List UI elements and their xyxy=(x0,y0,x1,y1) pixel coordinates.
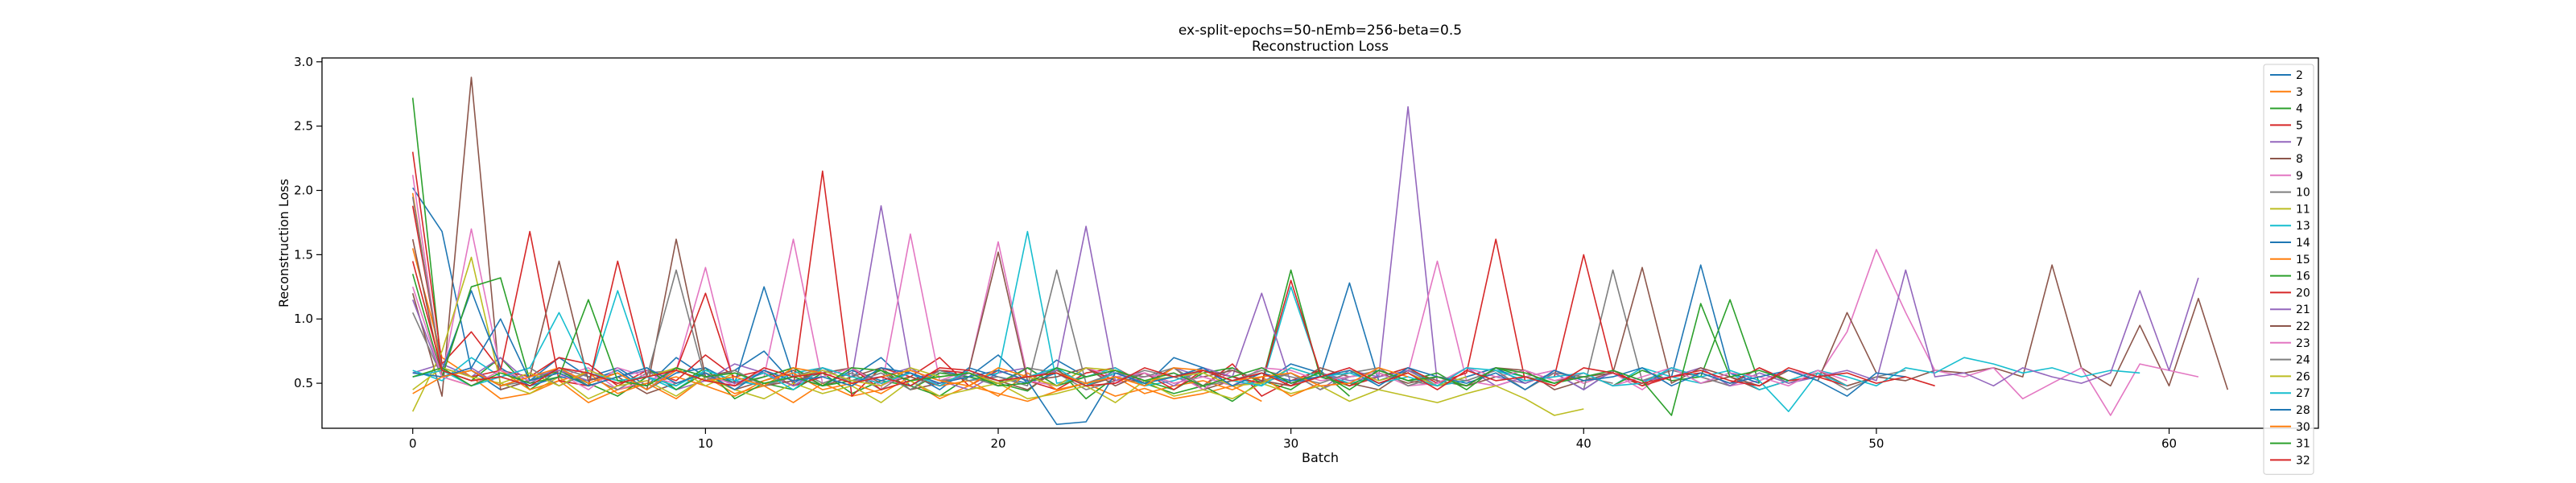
legend-label-28: 28 xyxy=(2296,404,2310,417)
series-line-4 xyxy=(411,97,1350,402)
series-line-32 xyxy=(411,261,1935,390)
x-axis: 0 10 20 30 40 50 60 xyxy=(409,428,2177,451)
series-line-7 xyxy=(412,105,1584,390)
y-tick-label: 1.0 xyxy=(294,312,313,326)
legend-label-5: 5 xyxy=(2296,119,2303,132)
legend-label-32: 32 xyxy=(2296,454,2310,467)
series-line-5 xyxy=(411,151,1321,397)
legend-label-11: 11 xyxy=(2296,203,2310,216)
legend: 2345789101113141516202122232426272830313… xyxy=(2263,64,2314,475)
y-tick-label: 1.5 xyxy=(294,247,313,262)
legend-label-14: 14 xyxy=(2296,237,2310,250)
legend-label-3: 3 xyxy=(2296,86,2303,99)
axes-frame xyxy=(321,57,2319,429)
series-line-2 xyxy=(412,187,1350,390)
series-line-20 xyxy=(411,205,1847,390)
chart-subtitle: Reconstruction Loss xyxy=(1252,39,1389,55)
legend-label-22: 22 xyxy=(2296,320,2310,333)
legend-label-21: 21 xyxy=(2296,303,2310,316)
chart-title: ex-split-epochs=50-nEmb=256-beta=0.5 xyxy=(1179,23,1462,39)
x-tick-label: 0 xyxy=(409,436,417,451)
legend-label-13: 13 xyxy=(2296,220,2310,233)
legend-label-31: 31 xyxy=(2296,438,2310,451)
x-tick-label: 30 xyxy=(1283,436,1298,451)
x-tick-label: 10 xyxy=(698,436,713,451)
legend-label-15: 15 xyxy=(2296,254,2310,266)
plot-area xyxy=(411,76,2229,426)
legend-box xyxy=(2263,64,2314,475)
x-tick-label: 60 xyxy=(2161,436,2177,451)
legend-label-30: 30 xyxy=(2296,421,2310,434)
series-line-11 xyxy=(411,256,1584,416)
legend-label-2: 2 xyxy=(2296,69,2303,82)
y-tick-label: 2.0 xyxy=(294,184,313,198)
legend-label-9: 9 xyxy=(2296,170,2303,183)
legend-label-8: 8 xyxy=(2296,153,2303,166)
x-tick-label: 20 xyxy=(990,436,1005,451)
series-line-28 xyxy=(412,318,1906,426)
series-line-24 xyxy=(411,196,1613,390)
legend-label-4: 4 xyxy=(2296,103,2303,116)
series-line-27 xyxy=(412,312,1847,413)
y-tick-label: 3.0 xyxy=(294,55,313,69)
legend-label-7: 7 xyxy=(2296,136,2303,149)
legend-label-20: 20 xyxy=(2296,287,2310,299)
x-tick-label: 50 xyxy=(1868,436,1884,451)
legend-label-24: 24 xyxy=(2296,354,2310,367)
legend-label-26: 26 xyxy=(2296,370,2310,383)
y-tick-label: 2.5 xyxy=(294,119,313,134)
x-axis-label: Batch xyxy=(1302,450,1339,465)
series-line-22 xyxy=(411,238,1877,390)
y-tick-label: 0.5 xyxy=(294,376,313,390)
y-axis: 0.5 1.0 1.5 2.0 2.5 3.0 xyxy=(294,55,322,390)
y-axis-label: Reconstruction Loss xyxy=(276,179,291,308)
x-tick-label: 40 xyxy=(1576,436,1591,451)
legend-label-10: 10 xyxy=(2296,187,2310,200)
legend-label-23: 23 xyxy=(2296,337,2310,350)
series-line-30 xyxy=(412,367,1409,394)
legend-label-27: 27 xyxy=(2296,387,2310,400)
legend-label-16: 16 xyxy=(2296,270,2310,283)
series-line-21 xyxy=(411,225,2199,390)
